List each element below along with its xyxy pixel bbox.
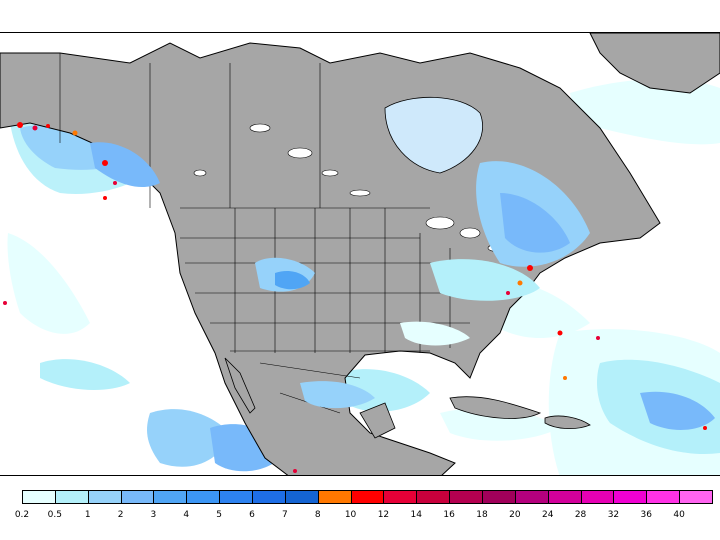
legend-swatch [613, 490, 648, 504]
legend-tick-label: 32 [607, 510, 620, 520]
legend-swatch [120, 490, 155, 504]
precipitation-map [0, 32, 720, 476]
legend-swatch [252, 490, 286, 504]
legend-tick-label: 8 [314, 510, 321, 520]
legend-swatch [482, 490, 516, 504]
legend-tick-label: 14 [410, 510, 423, 520]
legend-tick-label: 7 [281, 510, 288, 520]
legend-tick-label: 40 [673, 510, 685, 520]
baja-land [224, 357, 256, 414]
cuba-land [449, 396, 542, 419]
legend-swatch [22, 490, 56, 504]
hispaniola-land [544, 415, 591, 429]
legend-tick-label: 0.5 [47, 510, 63, 520]
legend-swatch [284, 490, 319, 504]
legend-swatch [383, 490, 418, 504]
legend-tick-label: 16 [443, 510, 455, 520]
legend-tick-label: 28 [574, 510, 587, 520]
legend-tick-label: 20 [509, 510, 521, 520]
hudson-bay-water [384, 96, 483, 174]
intense-precip-spots [3, 122, 707, 473]
legend-swatch [416, 490, 451, 504]
north-america-land [0, 42, 661, 475]
legend-swatch [87, 490, 122, 504]
legend-swatch [449, 490, 483, 504]
legend-swatch [54, 490, 89, 504]
land-masses [0, 33, 720, 475]
legend-swatch [317, 490, 352, 504]
legend-swatch [186, 490, 221, 504]
greenland-land [589, 33, 720, 94]
legend-swatch [219, 490, 253, 504]
legend-swatch [646, 490, 681, 504]
legend-tick-label: 36 [640, 510, 653, 520]
precip-land-blobs [90, 142, 590, 409]
legend-swatch [153, 490, 188, 504]
legend-tick-label: 4 [183, 510, 190, 520]
legend-swatch [679, 490, 713, 504]
legend-tick-label: 5 [216, 510, 223, 520]
legend-tick-label: 0.2 [14, 510, 30, 520]
legend-tick-label: 1 [84, 510, 91, 520]
map-canvas [0, 33, 720, 475]
legend-tick-label: 6 [249, 510, 255, 520]
legend-tick-label: 3 [150, 510, 157, 520]
legend-swatch [350, 490, 385, 504]
color-scale-legend: 0.2 0.5 1 2 3 4 5 6 7 8 10 12 14 16 18 20 24 28 32 36 40 [15, 490, 713, 520]
legend-swatch [514, 490, 549, 504]
legend-swatch [547, 490, 582, 504]
legend-tick-label: 2 [117, 510, 124, 520]
legend-swatch [580, 490, 615, 504]
legend-tick-label: 24 [541, 510, 554, 520]
legend-tick-label: 10 [344, 510, 357, 520]
legend-tick-label: 18 [476, 510, 488, 520]
yucatan-land [359, 402, 396, 439]
legend-tick-label: 12 [377, 510, 390, 520]
